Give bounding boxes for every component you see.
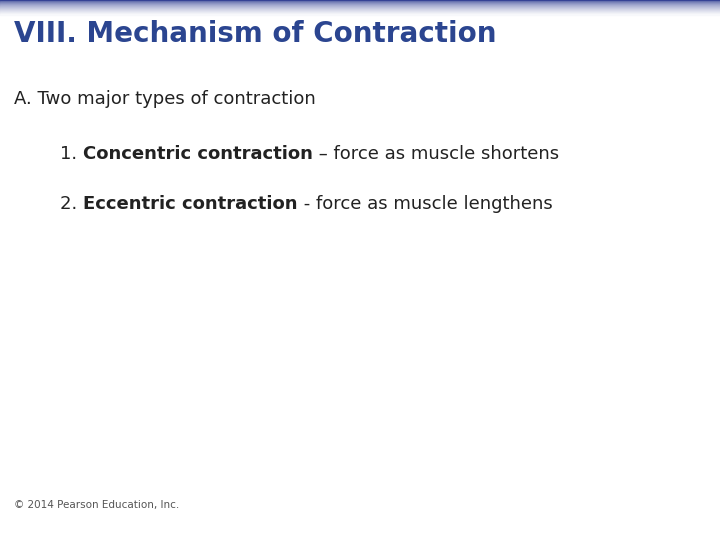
Bar (0, 13, 720, 14)
Text: Eccentric contraction: Eccentric contraction (83, 195, 297, 213)
Text: - force as muscle lengthens: - force as muscle lengthens (297, 195, 552, 213)
Text: 2.: 2. (60, 195, 83, 213)
Bar (0, 4, 720, 5)
Bar (0, 8, 720, 9)
Text: © 2014 Pearson Education, Inc.: © 2014 Pearson Education, Inc. (14, 500, 179, 510)
Bar (0, 9, 720, 10)
Bar (0, 11, 720, 12)
Bar (0, 14, 720, 15)
Bar (0, 12, 720, 13)
Text: VIII. Mechanism of Contraction: VIII. Mechanism of Contraction (14, 20, 497, 48)
Text: 1.: 1. (60, 145, 83, 163)
Bar (0, 2, 720, 3)
Text: – force as muscle shortens: – force as muscle shortens (312, 145, 559, 163)
Bar (0, 0, 720, 1)
Text: A. Two major types of contraction: A. Two major types of contraction (14, 90, 316, 108)
Bar (0, 10, 720, 11)
Bar (0, 1, 720, 2)
Bar (0, 6, 720, 7)
Text: Concentric contraction: Concentric contraction (83, 145, 312, 163)
Bar (0, 7, 720, 8)
Bar (0, 3, 720, 4)
Bar (0, 5, 720, 6)
